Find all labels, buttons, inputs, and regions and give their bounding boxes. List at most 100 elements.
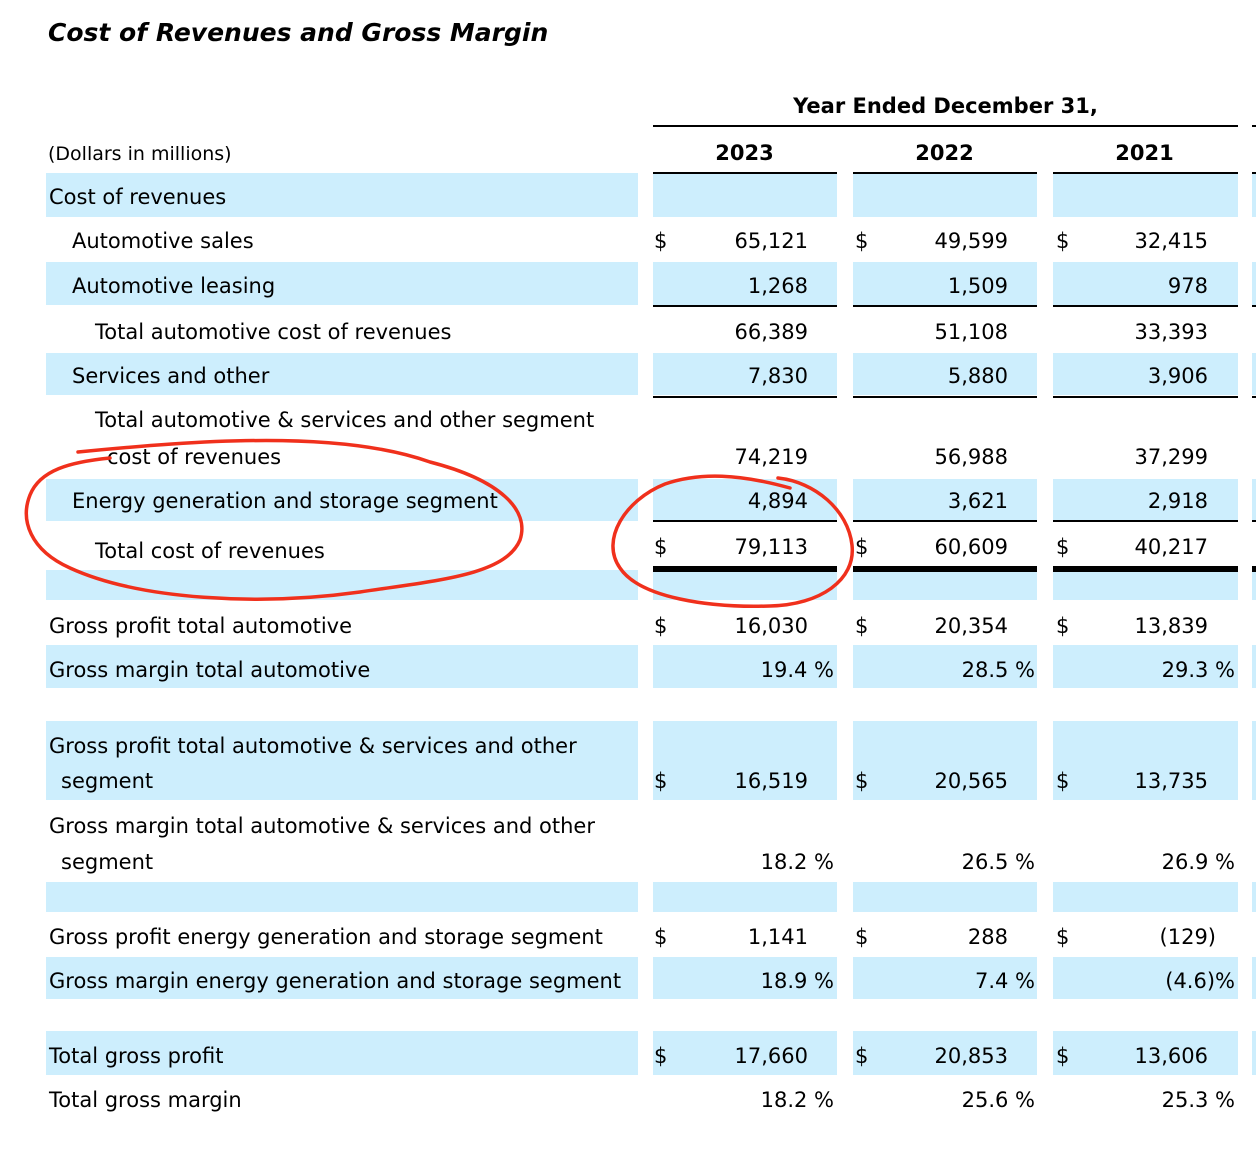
row-label: Automotive leasing xyxy=(72,274,276,298)
value-2023: 18.2 % xyxy=(760,1088,834,1112)
dollar-sign: $ xyxy=(855,229,869,253)
row-label: Gross margin total automotive xyxy=(49,658,371,682)
row-label: Gross profit total automotive & services… xyxy=(49,734,577,758)
value-2022: 49,599 xyxy=(934,229,1008,253)
period-header: Year Ended December 31, xyxy=(793,94,1098,118)
value-2022: 7.4 % xyxy=(974,969,1035,993)
row-label: Cost of revenues xyxy=(49,185,227,209)
value-2022: 25.6 % xyxy=(961,1088,1035,1112)
subtotal-rule xyxy=(653,305,837,307)
value-2021: 37,299 xyxy=(1134,445,1208,469)
section-title: Cost of Revenues and Gross Margin xyxy=(48,18,549,47)
period-header-rule xyxy=(653,125,1238,127)
column-gap xyxy=(1238,173,1252,1075)
row-label: Total gross profit xyxy=(49,1044,224,1068)
value-2023: 19.4 % xyxy=(760,658,834,682)
value-2022: 288 xyxy=(967,925,1008,949)
value-2022: 56,988 xyxy=(934,445,1008,469)
dollar-sign: $ xyxy=(855,535,869,559)
value-2022: 20,853 xyxy=(934,1044,1008,1068)
column-gap xyxy=(638,173,653,1075)
value-2021: 25.3 % xyxy=(1161,1088,1235,1112)
value-2021: 978 xyxy=(1167,274,1208,298)
value-2021: 33,393 xyxy=(1134,320,1208,344)
row-label: Energy generation and storage segment xyxy=(72,489,498,513)
value-2022: 20,354 xyxy=(934,614,1008,638)
dollar-sign: $ xyxy=(654,769,668,793)
year-2021-header: 2021 xyxy=(1115,141,1174,165)
value-2021: 2,918 xyxy=(1147,489,1208,513)
value-2022: 28.5 % xyxy=(961,658,1035,682)
value-2023: 16,519 xyxy=(734,769,808,793)
subtotal-rule xyxy=(653,520,837,522)
value-2021: 3,906 xyxy=(1147,364,1208,388)
value-2021: 13,735 xyxy=(1134,769,1208,793)
subtotal-rule xyxy=(853,396,1037,398)
value-2023: 18.2 % xyxy=(760,850,834,874)
row-label: Gross margin energy generation and stora… xyxy=(49,969,622,993)
subtotal-rule xyxy=(1053,396,1238,398)
total-rule xyxy=(853,566,1037,572)
column-gap xyxy=(837,173,853,1075)
column-rule xyxy=(1252,172,1256,174)
value-2021: 26.9 % xyxy=(1161,850,1235,874)
value-2022: 20,565 xyxy=(934,769,1008,793)
dollar-sign: $ xyxy=(1056,229,1070,253)
value-2021: (4.6)% xyxy=(1165,969,1235,993)
row-label: Total gross margin xyxy=(49,1088,242,1112)
value-2023: 7,830 xyxy=(747,364,808,388)
value-2022: 1,509 xyxy=(947,274,1008,298)
dollar-sign: $ xyxy=(855,614,869,638)
year-2023-header: 2023 xyxy=(715,141,774,165)
dollar-sign: $ xyxy=(654,925,668,949)
column-rule xyxy=(653,172,837,174)
total-rule xyxy=(1252,566,1256,572)
value-2022: 51,108 xyxy=(934,320,1008,344)
subtotal-rule xyxy=(1053,305,1238,307)
value-2023: 16,030 xyxy=(734,614,808,638)
dollar-sign: $ xyxy=(855,925,869,949)
value-2022: 26.5 % xyxy=(961,850,1035,874)
total-rule xyxy=(653,566,837,572)
dollar-sign: $ xyxy=(1056,535,1070,559)
value-2023: 18.9 % xyxy=(760,969,834,993)
value-2021: 32,415 xyxy=(1134,229,1208,253)
row-label: Total cost of revenues xyxy=(95,539,325,563)
row-label: Gross profit total automotive xyxy=(49,614,353,638)
value-2021: 13,606 xyxy=(1134,1044,1208,1068)
dollar-sign: $ xyxy=(1056,614,1070,638)
value-2023: 1,141 xyxy=(747,925,808,949)
year-2022-header: 2022 xyxy=(915,141,974,165)
value-2023: 74,219 xyxy=(734,445,808,469)
row-label: Services and other xyxy=(72,364,270,388)
value-2022: 3,621 xyxy=(947,489,1008,513)
row-label: Total automotive & services and other se… xyxy=(95,408,595,432)
value-2021: 29.3 % xyxy=(1161,658,1235,682)
row-label-continued: segment xyxy=(61,850,154,874)
dollar-sign: $ xyxy=(654,614,668,638)
period-header-rule-edge xyxy=(1252,125,1256,127)
row-label-continued: segment xyxy=(61,769,154,793)
value-2023: 79,113 xyxy=(734,535,808,559)
subtotal-rule xyxy=(1252,520,1256,522)
value-2023: 4,894 xyxy=(747,489,808,513)
subtotal-rule xyxy=(1252,305,1256,307)
dollar-sign: $ xyxy=(1056,769,1070,793)
subtotal-rule xyxy=(1053,520,1238,522)
column-gap xyxy=(1037,173,1053,1075)
dollar-sign: $ xyxy=(654,229,668,253)
dollar-sign: $ xyxy=(1056,1044,1070,1068)
subtotal-rule xyxy=(1252,396,1256,398)
value-2023: 17,660 xyxy=(734,1044,808,1068)
dollar-sign: $ xyxy=(1056,925,1070,949)
value-2022: 60,609 xyxy=(934,535,1008,559)
row-label: Gross margin total automotive & services… xyxy=(49,814,595,838)
value-2021: 13,839 xyxy=(1134,614,1208,638)
column-rule xyxy=(1053,172,1238,174)
units-label: (Dollars in millions) xyxy=(48,143,232,165)
row-label-continued: cost of revenues xyxy=(107,445,282,469)
dollar-sign: $ xyxy=(855,1044,869,1068)
row-label: Gross profit energy generation and stora… xyxy=(49,925,603,949)
value-2021: (129) xyxy=(1159,925,1216,949)
subtotal-rule xyxy=(853,520,1037,522)
